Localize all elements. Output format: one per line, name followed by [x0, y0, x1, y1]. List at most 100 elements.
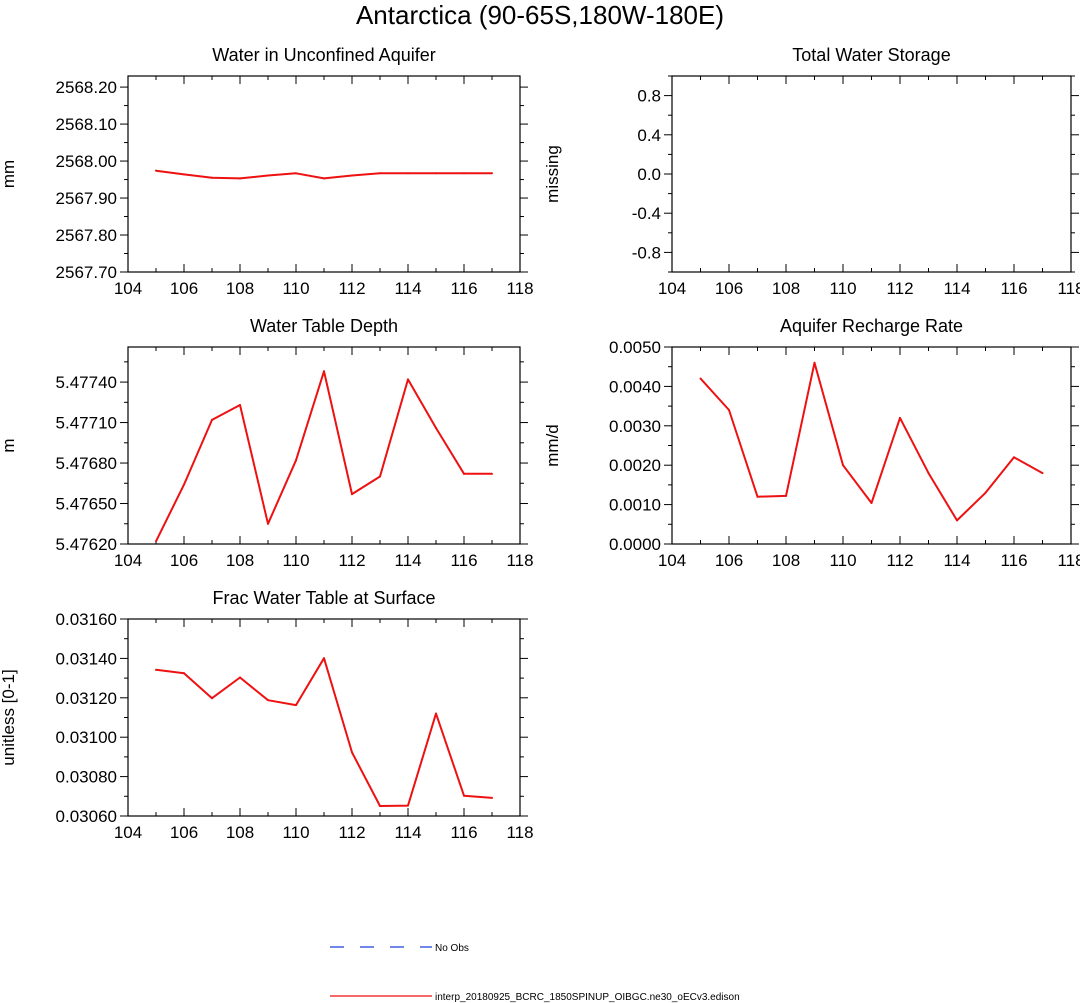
data-point: [491, 472, 493, 475]
data-point: [211, 176, 213, 179]
y-tick-label: -0.4: [632, 204, 661, 223]
plot-frame: [127, 346, 521, 545]
data-point: [267, 522, 269, 525]
data-point: [155, 668, 157, 671]
y-tick-label: 0.0030: [609, 417, 661, 436]
x-tick-label: 112: [338, 823, 365, 842]
data-point: [407, 172, 409, 175]
x-tick-label: 110: [282, 823, 309, 842]
data-point: [183, 483, 185, 486]
x-tick-label: 116: [450, 551, 477, 570]
x-tick-label: 104: [114, 551, 142, 570]
y-axis-label: mm: [0, 160, 18, 188]
x-tick-label: 116: [450, 279, 477, 298]
plot-frame: [671, 346, 1072, 545]
data-point: [323, 177, 325, 180]
x-tick-label: 104: [658, 551, 686, 570]
panel-title: Aquifer Recharge Rate: [780, 316, 963, 336]
x-tick-label: 118: [506, 279, 533, 298]
data-point: [699, 377, 702, 380]
y-tick-label: 0.03080: [56, 768, 117, 787]
panel-title: Water Table Depth: [250, 316, 398, 336]
plot-frame: [671, 75, 1072, 273]
y-tick-label: 0.0040: [609, 377, 661, 396]
y-tick-label: 0.0020: [609, 456, 661, 475]
panel-wtd: Water Table Depth m 104 106 108 110 112 114 116 1…: [0, 316, 534, 570]
panel-title: Frac Water Table at Surface: [212, 588, 435, 608]
x-tick-label: 112: [338, 551, 365, 570]
y-tick-label: 0.8: [637, 87, 661, 106]
x-tick-label: 110: [829, 551, 856, 570]
figure-title: Antarctica (90-65S,180W-180E): [356, 0, 724, 30]
x-tick-label: 108: [226, 551, 254, 570]
legend: No Obs interp_20180925_BCRC_1850SPINUP_O…: [330, 943, 740, 1003]
x-tick-label: 106: [170, 551, 198, 570]
data-point: [267, 699, 269, 702]
data-point: [295, 704, 297, 707]
data-point: [323, 657, 325, 660]
data-point: [211, 418, 213, 421]
x-tick-label: 110: [829, 279, 856, 298]
y-tick-label: 5.47680: [56, 454, 117, 473]
panel-title: Total Water Storage: [792, 45, 950, 65]
x-tick-label: 104: [658, 279, 686, 298]
data-point: [155, 540, 157, 543]
x-tick-label: 106: [170, 823, 198, 842]
y-axis-label: unitless [0-1]: [0, 669, 18, 765]
data-point: [463, 172, 465, 175]
data-point: [728, 409, 730, 412]
data-point: [1013, 456, 1015, 459]
x-tick-label: 108: [772, 551, 800, 570]
data-point: [435, 712, 437, 715]
y-tick-label: 2568.10: [56, 115, 117, 134]
y-tick-label: 0.03120: [56, 689, 117, 708]
y-tick-label: 0.0010: [609, 496, 661, 515]
series-line: [155, 370, 492, 542]
data-point: [295, 172, 297, 175]
data-point: [785, 494, 787, 497]
data-point: [239, 177, 241, 180]
data-point: [756, 495, 759, 498]
data-point: [183, 672, 185, 675]
data-point: [211, 697, 213, 700]
legend-label-no-obs: No Obs: [435, 943, 469, 954]
data-point: [463, 472, 465, 475]
data-point: [491, 172, 493, 175]
y-axis-label: m: [0, 438, 18, 452]
x-tick-label: 116: [1000, 551, 1027, 570]
x-tick-label: 118: [1057, 551, 1080, 570]
x-tick-label: 114: [394, 279, 421, 298]
data-point: [927, 472, 930, 475]
y-tick-label: 2567.70: [56, 263, 117, 282]
y-tick-label: 5.47710: [56, 414, 117, 433]
y-tick-label: 0.4: [637, 126, 661, 145]
panel-title: Water in Unconfined Aquifer: [212, 45, 435, 65]
y-tick-label: 0.03100: [56, 728, 117, 747]
data-point: [379, 172, 381, 175]
series-line: [155, 169, 492, 180]
x-tick-label: 116: [450, 823, 477, 842]
series-line: [155, 657, 493, 807]
y-tick-label: 0.03160: [56, 610, 117, 629]
data-point: [870, 502, 873, 505]
y-tick-label: -0.8: [632, 243, 661, 262]
series-line: [699, 361, 1043, 522]
y-tick-label: 0.03140: [56, 649, 117, 668]
y-tick-label: 0.0000: [609, 535, 661, 554]
data-point: [323, 370, 325, 373]
data-point: [435, 426, 437, 429]
data-point: [183, 173, 185, 176]
data-point: [491, 796, 493, 799]
data-point: [267, 174, 269, 177]
data-point: [295, 459, 297, 462]
y-tick-label: 0.0050: [609, 338, 661, 357]
data-point: [435, 172, 437, 175]
x-tick-label: 108: [226, 823, 254, 842]
data-point: [984, 491, 987, 494]
y-tick-label: 5.47620: [56, 535, 117, 554]
data-point: [351, 751, 353, 754]
x-tick-label: 104: [114, 279, 142, 298]
data-point: [956, 519, 958, 522]
data-point: [813, 361, 816, 364]
